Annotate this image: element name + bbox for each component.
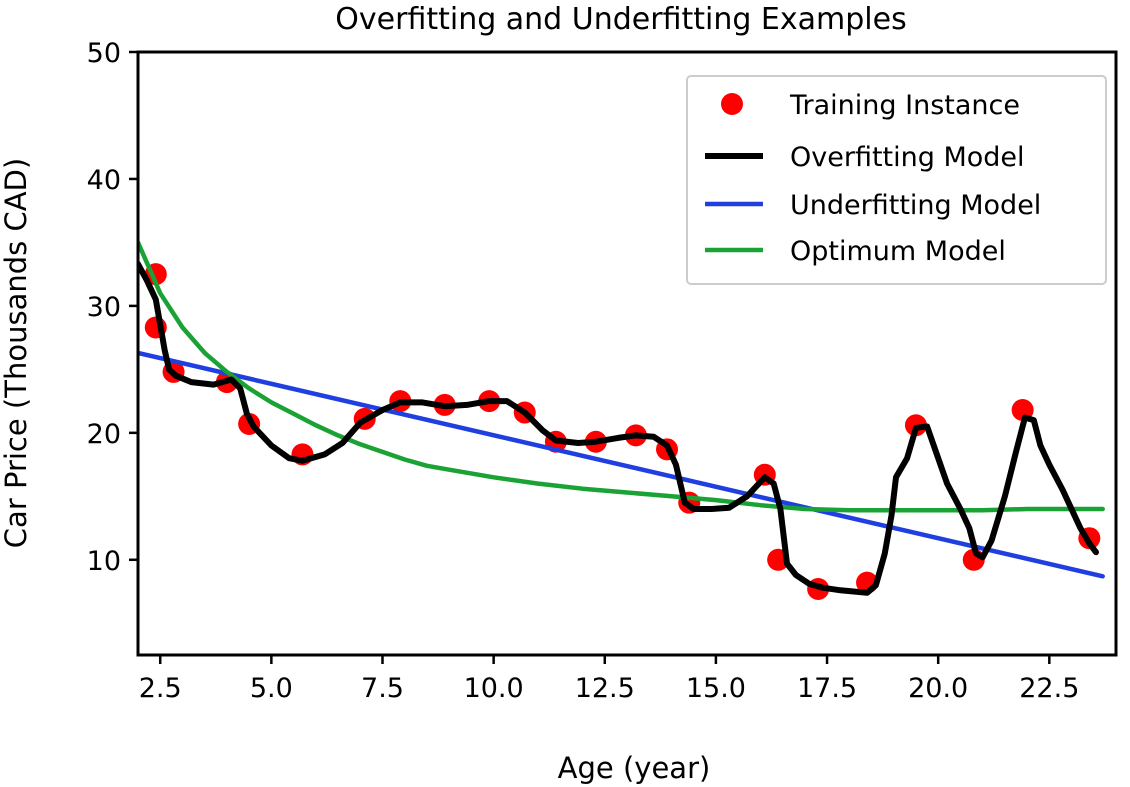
legend-label-optimum-model: Optimum Model xyxy=(790,236,1006,267)
legend: Training Instance Overfitting Model Underf… xyxy=(686,75,1107,285)
overfitting-model-line xyxy=(138,261,1099,596)
x-tick-label: 2.5 xyxy=(139,673,182,704)
chart-title: Overfitting and Underfitting Examples xyxy=(335,2,906,37)
legend-marker-training-instance xyxy=(721,93,743,115)
x-tick-label: 5.0 xyxy=(250,673,293,704)
x-tick-label: 10.0 xyxy=(464,673,524,704)
x-tick-label: 20.0 xyxy=(908,673,968,704)
y-tick-label: 10 xyxy=(87,546,121,577)
legend-box xyxy=(686,75,1107,285)
y-tick-label: 20 xyxy=(87,419,121,450)
x-axis-label: Age (year) xyxy=(558,751,711,785)
series-layer xyxy=(138,240,1105,600)
y-tick-label: 30 xyxy=(87,292,121,323)
y-tick-label: 50 xyxy=(87,38,121,69)
x-tick-label: 7.5 xyxy=(361,673,404,704)
x-tick-label: 17.5 xyxy=(797,673,857,704)
legend-label-overfitting-model: Overfitting Model xyxy=(790,142,1025,173)
x-axis-ticks: 2.5 5.0 7.5 10.0 12.5 15.0 17.5 20.0 22.5 xyxy=(139,655,1079,704)
legend-label-underfitting-model: Underfitting Model xyxy=(790,190,1041,221)
y-axis-ticks: 10 20 30 40 50 xyxy=(87,38,138,577)
legend-label-training-instance: Training Instance xyxy=(789,90,1020,121)
underfitting-model-line xyxy=(138,350,1105,579)
x-tick-label: 15.0 xyxy=(686,673,746,704)
x-tick-label: 22.5 xyxy=(1019,673,1079,704)
training-instance-points xyxy=(144,263,1101,600)
y-axis-label: Car Price (Thousands CAD) xyxy=(0,158,33,548)
y-tick-label: 40 xyxy=(87,165,121,196)
x-tick-label: 12.5 xyxy=(575,673,635,704)
plot-frame xyxy=(136,50,1118,657)
optimum-model-line xyxy=(138,240,1105,513)
